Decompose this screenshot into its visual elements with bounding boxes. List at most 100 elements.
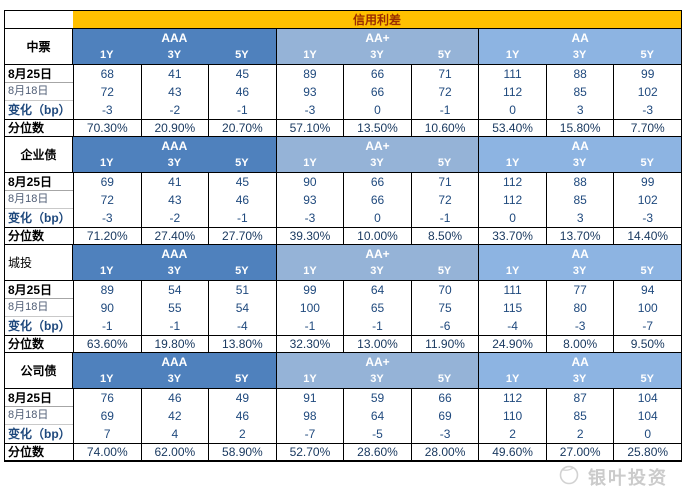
row-label: 8月25日 [5, 173, 73, 191]
value-cell: 66 [343, 191, 411, 209]
value-cell: 88 [545, 173, 614, 191]
value-cell: 46 [208, 407, 276, 425]
value-cell: -2 [140, 209, 209, 227]
percentile-cell: 52.70% [275, 443, 344, 461]
value-cell: 46 [208, 191, 276, 209]
tenor-header-cell: 1Y [73, 155, 141, 173]
value-cell: -1 [275, 317, 344, 335]
value-cell: 2 [545, 425, 614, 443]
value-cell: 76 [73, 389, 141, 407]
value-cell: 100 [275, 299, 344, 317]
value-cell: 69 [73, 407, 141, 425]
percentile-cell: 15.80% [545, 119, 614, 137]
value-cell: 72 [410, 83, 479, 101]
rating-header-cell: AAA [73, 353, 276, 371]
value-cell: 90 [275, 173, 344, 191]
value-cell: 42 [140, 407, 209, 425]
value-cell: 54 [208, 299, 276, 317]
rating-header-cell: AAA [73, 137, 276, 155]
value-cell: 3 [545, 101, 614, 119]
tenor-header-cell: 3Y [140, 155, 209, 173]
value-cell: -1 [343, 317, 411, 335]
value-cell: 51 [208, 281, 276, 299]
tenor-header-cell: 3Y [343, 263, 411, 281]
tenor-header-cell: 5Y [410, 47, 479, 65]
value-cell: 69 [73, 173, 141, 191]
percentile-cell: 27.70% [208, 227, 276, 245]
value-cell: -5 [343, 425, 411, 443]
row-label: 分位数 [5, 227, 73, 245]
value-cell: 0 [478, 209, 546, 227]
value-cell: 45 [208, 65, 276, 83]
rating-header-cell: AA+ [275, 137, 479, 155]
tenor-header-cell: 3Y [343, 47, 411, 65]
tenor-header-cell: 3Y [343, 155, 411, 173]
value-cell: 111 [478, 281, 546, 299]
value-cell: 0 [343, 101, 411, 119]
tenor-header-cell: 5Y [613, 47, 681, 65]
tenor-header-cell: 1Y [478, 47, 546, 65]
value-cell: 89 [275, 65, 344, 83]
rating-header-cell: AA [478, 137, 681, 155]
percentile-cell: 8.50% [410, 227, 479, 245]
tenor-header-cell: 1Y [275, 47, 344, 65]
value-cell: 4 [140, 425, 209, 443]
percentile-cell: 39.30% [275, 227, 344, 245]
tenor-header-cell: 1Y [478, 155, 546, 173]
value-cell: 111 [478, 65, 546, 83]
tenor-header-cell: 1Y [73, 263, 141, 281]
value-cell: 72 [73, 191, 141, 209]
value-cell: 75 [410, 299, 479, 317]
value-cell: 112 [478, 83, 546, 101]
tenor-header-cell: 1Y [478, 371, 546, 389]
value-cell: 110 [478, 407, 546, 425]
percentile-cell: 10.00% [343, 227, 411, 245]
section-name: 企业债 [5, 137, 73, 173]
value-cell: 65 [343, 299, 411, 317]
value-cell: 66 [343, 83, 411, 101]
value-cell: 85 [545, 191, 614, 209]
value-cell: 46 [140, 389, 209, 407]
value-cell: 104 [613, 389, 681, 407]
value-cell: 85 [545, 83, 614, 101]
row-label: 8月18日 [5, 407, 73, 425]
tenor-header-cell: 5Y [208, 155, 276, 173]
percentile-cell: 28.00% [410, 443, 479, 461]
value-cell: -1 [208, 209, 276, 227]
tenor-header-cell: 1Y [275, 371, 344, 389]
value-cell: 88 [545, 65, 614, 83]
value-cell: 93 [275, 191, 344, 209]
rating-header-cell: AA+ [275, 353, 479, 371]
value-cell: -7 [613, 317, 681, 335]
value-cell: -4 [208, 317, 276, 335]
value-cell: 98 [275, 407, 344, 425]
row-label: 变化（bp） [8, 103, 71, 117]
section-name: 公司债 [5, 353, 73, 389]
percentile-cell: 10.60% [410, 119, 479, 137]
value-cell: 115 [478, 299, 546, 317]
value-cell: 46 [208, 83, 276, 101]
row-label: 8月18日 [5, 299, 73, 317]
value-cell: 77 [545, 281, 614, 299]
tenor-header-cell: 3Y [140, 47, 209, 65]
value-cell: -4 [478, 317, 546, 335]
row-label: 变化（bp） [8, 211, 71, 225]
rating-header-cell: AAA [73, 245, 276, 263]
value-cell: 104 [613, 407, 681, 425]
percentile-cell: 32.30% [275, 335, 344, 353]
yinye-logo-icon [557, 462, 581, 491]
tenor-header-cell: 3Y [343, 371, 411, 389]
tenor-header-cell: 3Y [545, 47, 614, 65]
percentile-cell: 9.50% [613, 335, 681, 353]
percentile-cell: 62.00% [140, 443, 209, 461]
row-label: 8月25日 [5, 389, 73, 407]
value-cell: -3 [73, 101, 141, 119]
percentile-cell: 25.80% [613, 443, 681, 461]
value-cell: 66 [343, 65, 411, 83]
value-cell: 89 [73, 281, 141, 299]
value-cell: 87 [545, 389, 614, 407]
rating-header-cell: AA [478, 29, 681, 47]
value-cell: 112 [478, 389, 546, 407]
percentile-cell: 13.00% [343, 335, 411, 353]
rating-header-cell: AA+ [275, 29, 479, 47]
